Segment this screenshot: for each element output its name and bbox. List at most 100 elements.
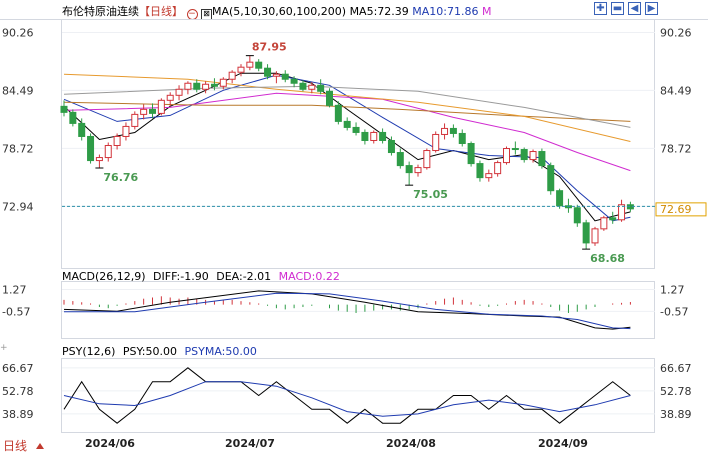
zoom-in-icon[interactable]: ✚ xyxy=(594,2,607,15)
annotation-low-label: 76.76 xyxy=(103,171,138,184)
macd_axis-tick-left: -0.57 xyxy=(2,305,30,318)
moving-average-lines xyxy=(63,72,631,222)
ma-line-ma30 xyxy=(63,92,631,172)
macd_axis-tick-right: 1.27 xyxy=(660,284,685,297)
macd_axis-tick-left: 1.27 xyxy=(2,284,27,297)
candle-body xyxy=(95,157,103,162)
candle-body xyxy=(184,82,192,90)
candle-body xyxy=(264,67,272,77)
psy_axis-tick-left: 66.67 xyxy=(2,362,34,375)
candle-body xyxy=(308,84,316,90)
candle-body xyxy=(299,82,307,90)
psy_axis-tick-right: 38.89 xyxy=(660,408,692,421)
psy_axis-tick-left: 52.78 xyxy=(2,385,34,398)
ma10-value: MA10:71.86 xyxy=(412,5,479,18)
macd-dif-line xyxy=(63,290,631,330)
psy-axis-right: 66.67 52.78 38.89 xyxy=(660,362,692,421)
candle-body xyxy=(582,222,590,244)
instrument-title: 布伦特原油连续 xyxy=(62,5,139,18)
scroll-left-icon[interactable]: ◀ xyxy=(628,2,641,15)
date-label: 2024/08 xyxy=(386,437,436,450)
candle-body xyxy=(210,83,218,87)
candle-body xyxy=(361,131,369,141)
candle-body xyxy=(352,126,360,133)
period-up-icon[interactable] xyxy=(36,443,44,449)
candle-body xyxy=(60,105,68,113)
candle-body xyxy=(503,148,510,164)
psy-label: PSY(12,6) xyxy=(62,345,115,358)
candle-body xyxy=(600,217,608,230)
ma-line-ma60 xyxy=(63,101,631,122)
price_axis-tick-left: 72.94 xyxy=(2,200,34,213)
macd-lines xyxy=(63,290,631,330)
candle-body xyxy=(387,139,395,154)
candle-body xyxy=(414,167,422,174)
candle-body xyxy=(432,133,440,152)
candle-body xyxy=(449,127,457,134)
psy-axis-left: 66.67 52.78 38.89 xyxy=(2,362,34,421)
macd-histogram xyxy=(63,296,631,313)
period-selector[interactable]: 日线 xyxy=(3,439,27,453)
date-label: 2024/07 xyxy=(225,437,275,450)
candle-body xyxy=(272,73,280,77)
psy-line xyxy=(63,367,631,424)
macd-value: MACD:0.22 xyxy=(279,270,340,283)
candle-body xyxy=(573,207,581,224)
price_axis-tick-left: 90.26 xyxy=(2,26,34,39)
ma-more-tag[interactable]: M xyxy=(482,5,492,18)
scroll-right-icon[interactable]: ▶ xyxy=(645,2,658,15)
psy-value: PSY:50.00 xyxy=(123,345,177,358)
ma-params: MA(5,10,30,60,100,200) xyxy=(212,5,347,18)
ma-line-ma100 xyxy=(63,73,631,142)
zoom-out-icon[interactable]: ▬ xyxy=(611,2,624,15)
macd-header: MACD(26,12,9) DIFF:-1.90 DEA:-2.01 MACD:… xyxy=(62,270,340,283)
macd-dif: DIFF:-1.90 xyxy=(153,270,209,283)
psy-lines xyxy=(63,367,631,424)
candle-body xyxy=(529,151,537,161)
candle-body xyxy=(379,131,387,141)
chart-header: 布伦特原油连续【日线】 − ⊠ MA(5,10,30,60,100,200) MA… xyxy=(62,3,492,20)
crosshair-icon: + xyxy=(0,343,8,353)
candle-body xyxy=(467,142,475,165)
psy_axis-tick-right: 52.78 xyxy=(660,385,692,398)
macd-dea: DEA:-2.01 xyxy=(216,270,271,283)
price-axis-left: 90.26 84.49 78.72 72.94 xyxy=(2,26,34,213)
price_axis-tick-left: 84.49 xyxy=(2,84,34,97)
candle-body xyxy=(547,165,555,192)
candle-body xyxy=(219,78,227,87)
current-price-value: 72.69 xyxy=(660,203,692,216)
current-price-tag: 72.69 xyxy=(655,202,707,217)
candle-body xyxy=(511,148,519,151)
macd_axis-tick-right: -0.57 xyxy=(660,305,688,318)
grid-lines xyxy=(62,31,655,415)
candle-body xyxy=(237,66,245,73)
macd-axis-left: 1.27 -0.57 xyxy=(2,284,30,319)
candle-body xyxy=(618,204,626,221)
candle-body xyxy=(405,165,413,174)
psyma-line xyxy=(63,381,631,417)
psy_axis-tick-left: 38.89 xyxy=(2,408,34,421)
annotation-low-label: 68.68 xyxy=(590,252,625,265)
candle-body xyxy=(591,228,599,244)
period-label[interactable]: 【日线】 xyxy=(139,5,183,18)
candle-body xyxy=(494,162,502,175)
candle-body xyxy=(458,132,466,144)
candle-body xyxy=(326,90,333,106)
candle-body xyxy=(140,108,148,115)
psy_axis-tick-right: 66.67 xyxy=(660,362,692,375)
candle-body xyxy=(556,190,564,207)
panel-frames xyxy=(0,19,708,433)
date-label: 2024/06 xyxy=(85,437,135,450)
candle-body xyxy=(175,88,183,96)
macd-label: MACD(26,12,9) xyxy=(62,270,146,283)
candle-body xyxy=(290,78,298,84)
candle-body xyxy=(202,83,210,90)
ma-line-ma10 xyxy=(63,74,631,222)
candle-body xyxy=(246,61,254,68)
date-label: 2024/09 xyxy=(538,437,588,450)
candlesticks xyxy=(60,55,634,250)
psy-header: PSY(12,6) PSY:50.00 PSYMA:50.00 xyxy=(62,345,257,358)
candle-body xyxy=(476,163,484,179)
candle-body xyxy=(317,84,325,92)
